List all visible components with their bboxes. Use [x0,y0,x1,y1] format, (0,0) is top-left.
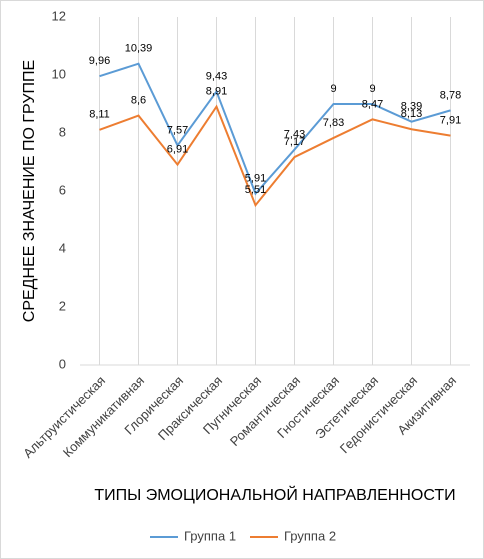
data-label: 8,78 [440,89,461,101]
data-label: 7,17 [284,136,305,148]
data-label: 7,91 [440,115,461,127]
x-axis-label: ТИПЫ ЭМОЦИОНАЛЬНОЙ НАПРАВЛЕННОСТИ [94,485,455,504]
data-label: 9,96 [89,55,110,67]
data-label: 8,91 [206,86,227,98]
data-label: 6,91 [167,144,188,156]
y-tick-label: 8 [59,124,66,139]
data-label: 10,39 [125,43,153,55]
data-label: 8,47 [362,98,383,110]
y-tick-label: 2 [59,298,66,313]
y-tick-label: 6 [59,182,66,197]
data-label: 8,6 [131,95,146,107]
data-label: 5,51 [245,184,266,196]
y-axis-label: СРЕДНЕЕ ЗНАЧЕНИЕ ПО ГРУППЕ [21,60,38,322]
data-label: 9 [369,83,375,95]
data-label: 7,57 [167,124,188,136]
data-label: 8,11 [89,109,110,121]
data-label: 9 [330,83,336,95]
y-tick-label: 4 [59,240,66,255]
y-tick-label: 12 [52,8,66,23]
data-label: 7,83 [323,117,344,129]
y-tick-label: 0 [59,356,66,371]
legend-label: Группа 1 [184,528,236,543]
series-line [99,104,451,208]
data-label: 8,13 [401,108,422,120]
y-tick-label: 10 [52,66,66,81]
data-label: 8,39 [401,101,422,113]
data-label: 7,43 [284,128,305,140]
data-label: 5,91 [245,173,266,185]
legend-label: Группа 2 [284,528,336,543]
data-label: 9,43 [206,70,227,82]
series-line [99,62,451,196]
